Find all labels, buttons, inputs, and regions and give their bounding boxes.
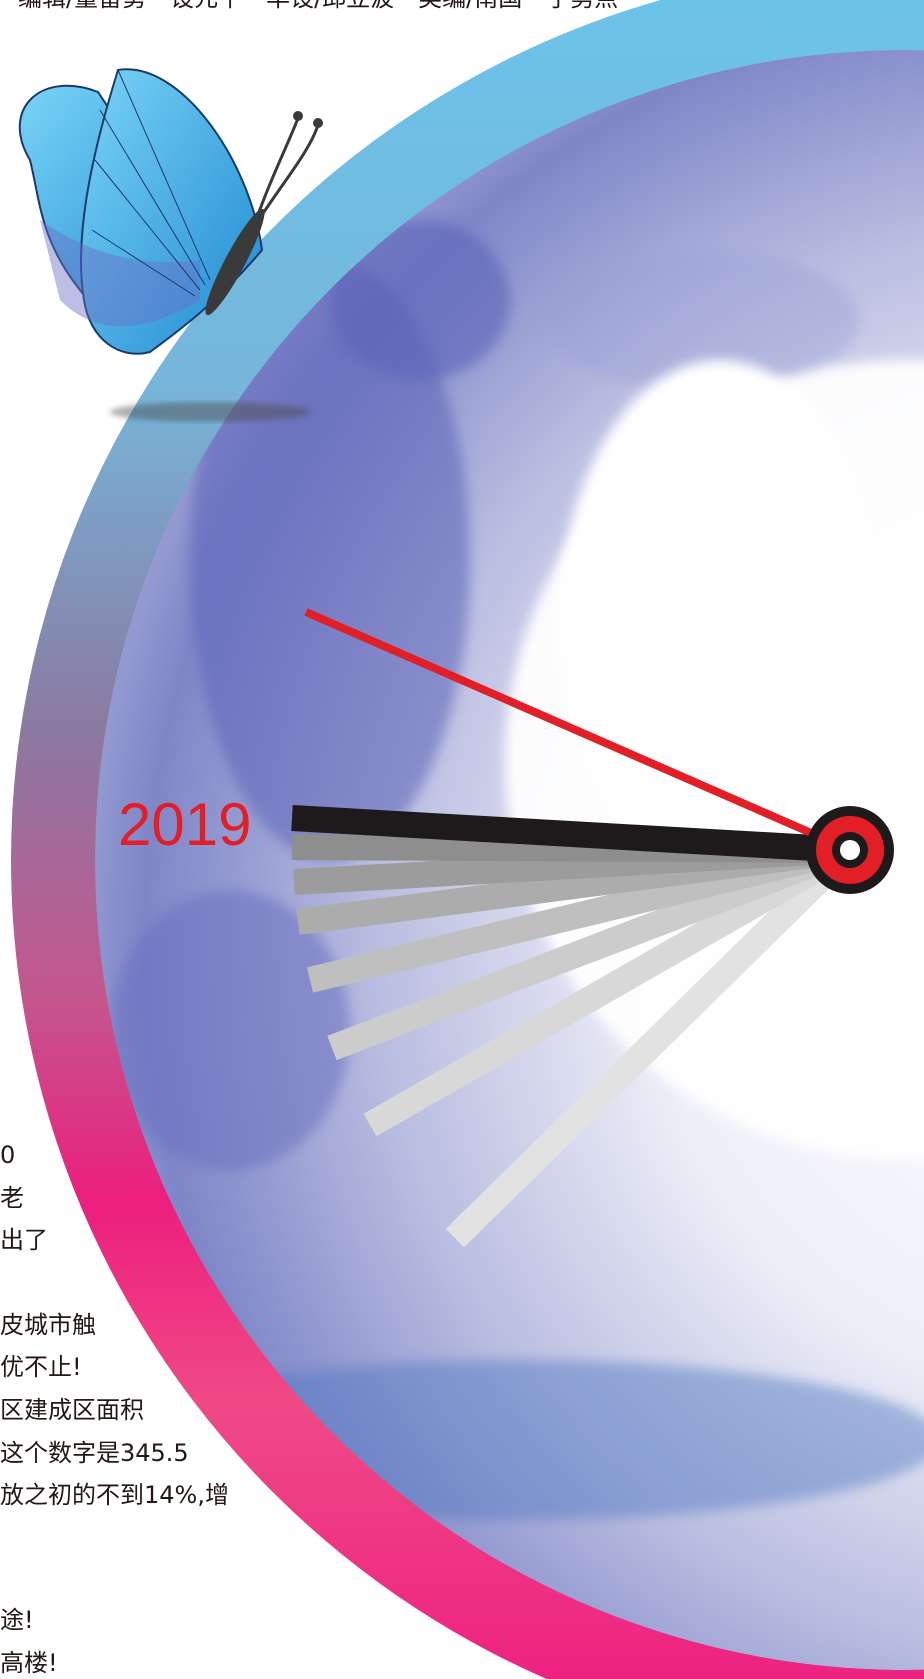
- body-line: 优不止!: [0, 1353, 82, 1381]
- red-hand: [304, 608, 852, 854]
- body-line: 放之初的不到14%,增: [0, 1481, 229, 1509]
- body-line: 0: [0, 1141, 16, 1169]
- year-bar-current: [291, 805, 851, 863]
- year-bar: [445, 840, 860, 1248]
- header-credits: 编辑/董雷勇 设元午 华设/邱立波 美编/南国 了剪点: [18, 0, 618, 10]
- year-bar: [363, 838, 857, 1137]
- year-label: 2019: [118, 791, 252, 858]
- outer-ring: [11, 0, 924, 1679]
- body-line: 老: [0, 1184, 24, 1212]
- body-line: 途!: [0, 1606, 34, 1634]
- body-line: 区建成区面积: [0, 1396, 144, 1424]
- butterfly-body: [205, 208, 265, 316]
- clock-pivot-icon: [806, 806, 894, 894]
- butterfly-icon: [18, 68, 323, 422]
- body-line: 高楼!: [0, 1649, 58, 1677]
- body-line: 这个数字是345.5: [0, 1439, 189, 1467]
- body-line: 出了: [0, 1226, 48, 1254]
- body-line: 皮城市触: [0, 1311, 96, 1339]
- year-fan: [291, 608, 894, 1248]
